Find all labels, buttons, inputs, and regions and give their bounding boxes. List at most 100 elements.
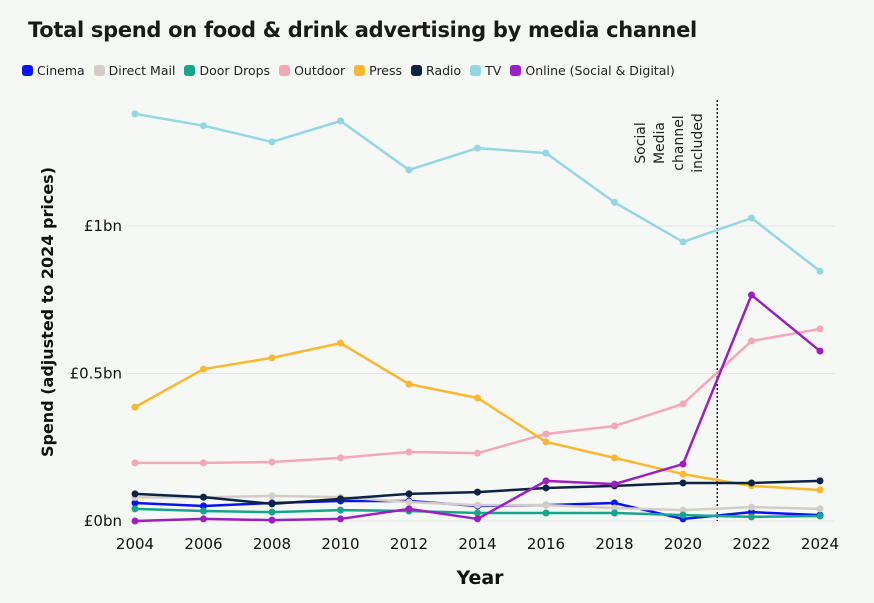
x-tick-label: 2006	[184, 535, 222, 553]
data-point	[268, 492, 276, 500]
data-point	[268, 138, 276, 146]
data-point	[679, 479, 687, 487]
data-point	[679, 460, 687, 468]
data-point	[200, 502, 207, 510]
x-tick-label: 2004	[116, 535, 154, 553]
data-point	[337, 454, 344, 462]
data-point	[816, 512, 824, 520]
chart-title: Total spend on food & drink advertising …	[28, 18, 697, 42]
x-tick-label: 2020	[664, 535, 702, 553]
x-tick-label: 2010	[321, 535, 359, 553]
data-point	[200, 493, 207, 501]
data-point	[200, 459, 207, 467]
data-point	[748, 513, 755, 521]
x-tick-label: 2016	[527, 535, 565, 553]
legend-label: Online (Social & Digital)	[525, 63, 675, 78]
data-point	[200, 365, 207, 373]
data-point	[611, 504, 618, 512]
data-point	[816, 347, 824, 355]
legend-item: Press	[354, 63, 402, 78]
data-point	[816, 486, 824, 494]
data-point	[405, 490, 413, 498]
legend-item: Outdoor	[279, 63, 345, 78]
data-point	[816, 505, 824, 513]
annotation-text: included	[690, 113, 706, 173]
x-tick-label: 2008	[253, 535, 291, 553]
data-point	[611, 480, 618, 488]
legend-swatch	[279, 65, 291, 76]
data-point	[474, 488, 481, 496]
legend-item: Direct Mail	[93, 63, 176, 78]
data-point	[131, 459, 139, 467]
data-point	[474, 394, 481, 402]
data-point	[474, 144, 481, 152]
x-tick-label: 2024	[801, 535, 839, 553]
data-point	[200, 507, 207, 515]
data-point	[131, 110, 139, 118]
data-point	[542, 430, 550, 438]
x-tick-label: 2022	[732, 535, 770, 553]
legend-item: Door Drops	[184, 63, 270, 78]
y-axis-label: Spend (adjusted to 2024 prices)	[38, 167, 57, 457]
data-point	[405, 166, 413, 174]
data-point	[542, 484, 550, 492]
legend-label: Cinema	[37, 63, 85, 78]
x-tick-label: 2014	[458, 535, 496, 553]
legend-swatch	[22, 65, 33, 76]
y-tick-label: £1bn	[84, 217, 122, 235]
data-point	[542, 477, 550, 485]
data-point	[816, 267, 824, 275]
annotation-text: channel	[671, 115, 687, 170]
legend-item: Cinema	[22, 63, 85, 78]
data-point	[816, 477, 824, 485]
legend-item: Online (Social & Digital)	[510, 63, 675, 78]
legend-swatch	[93, 65, 105, 76]
data-point	[405, 498, 413, 506]
data-point	[268, 458, 276, 466]
data-point	[679, 470, 687, 478]
legend-item: Radio	[411, 63, 461, 78]
annotation-text: Social	[633, 122, 649, 164]
data-point	[542, 438, 550, 446]
data-point	[474, 449, 481, 457]
legend: Cinema Direct Mail Door Drops Outdoor Press R…	[22, 63, 675, 78]
data-point	[679, 238, 687, 246]
legend-swatch	[470, 65, 482, 76]
data-point	[405, 380, 413, 388]
data-point	[131, 490, 139, 498]
data-point	[474, 509, 481, 517]
data-point	[748, 337, 755, 345]
data-point	[337, 495, 344, 503]
data-point	[268, 500, 276, 508]
legend-label: Radio	[426, 63, 462, 78]
y-tick-label: £0.5bn	[70, 365, 122, 383]
data-point	[131, 517, 139, 525]
data-point	[131, 403, 139, 411]
data-point	[131, 499, 139, 507]
data-point	[748, 291, 755, 299]
data-point	[337, 506, 344, 514]
data-point	[542, 509, 550, 517]
data-point	[200, 515, 207, 523]
data-point	[200, 122, 207, 130]
data-point	[268, 516, 276, 524]
legend-swatch	[184, 65, 196, 76]
data-point	[337, 339, 344, 347]
legend-label: TV	[485, 63, 502, 78]
data-point	[611, 422, 618, 430]
legend-label: Direct Mail	[108, 63, 176, 78]
data-point	[542, 149, 550, 157]
data-point	[611, 499, 618, 507]
x-tick-label: 2018	[595, 535, 633, 553]
legend-swatch	[411, 65, 423, 76]
data-point	[268, 508, 276, 516]
x-tick-label: 2012	[390, 535, 428, 553]
data-point	[679, 400, 687, 408]
data-point	[748, 503, 755, 511]
legend-item: TV	[470, 63, 501, 78]
legend-label: Outdoor	[294, 63, 346, 78]
data-point	[474, 501, 481, 509]
legend-label: Door Drops	[199, 63, 271, 78]
